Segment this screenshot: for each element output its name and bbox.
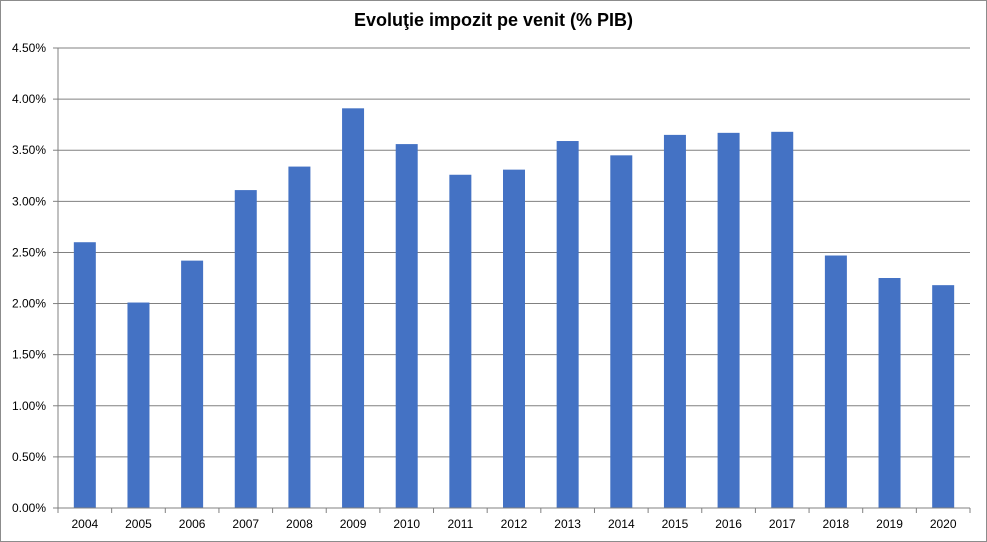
x-tick-label: 2020	[930, 517, 957, 531]
x-tick-label: 2004	[71, 517, 98, 531]
x-tick-label: 2013	[554, 517, 581, 531]
y-tick-label: 0.00%	[12, 501, 46, 515]
y-tick-label: 3.50%	[12, 143, 46, 157]
bar-2013	[556, 141, 579, 508]
axes	[53, 47, 971, 513]
bar-2020	[932, 285, 955, 508]
bar-2017	[771, 131, 794, 509]
y-tick-label: 1.00%	[12, 399, 46, 413]
bar-2006	[181, 260, 204, 508]
y-tick-label: 2.50%	[12, 245, 46, 259]
y-tick-label: 0.50%	[12, 450, 46, 464]
bar-2008	[288, 166, 311, 509]
bar-2005	[127, 302, 150, 508]
x-tick-label: 2011	[447, 517, 473, 531]
y-tick-label: 4.50%	[12, 41, 46, 55]
bar-2019	[878, 278, 901, 508]
x-tick-label: 2018	[823, 517, 850, 531]
x-tick-label: 2006	[179, 517, 206, 531]
y-tick-label: 1.50%	[12, 348, 46, 362]
chart-title: Evoluţie impozit pe venit (% PIB)	[353, 10, 634, 30]
bar-2007	[234, 190, 257, 509]
x-axis-tick-labels: 2004 2005 2006 2007 2008 2009 2010 2011 2012 2013…	[71, 517, 956, 531]
x-tick-label: 2009	[340, 517, 367, 531]
bar-2010	[395, 144, 418, 509]
bar-2014	[610, 155, 633, 509]
bar-2004	[73, 242, 96, 508]
y-tick-label: 3.00%	[12, 194, 46, 208]
x-tick-label: 2008	[286, 517, 313, 531]
y-axis-tick-labels: 0.00% 0.50% 1.00% 1.50% 2.00% 2.50% 3.00% 3.50%…	[12, 41, 46, 515]
x-tick-label: 2016	[715, 517, 742, 531]
x-tick-label: 2007	[232, 517, 259, 531]
x-tick-label: 2014	[608, 517, 635, 531]
x-tick-label: 2010	[393, 517, 420, 531]
y-tick-label: 4.00%	[12, 92, 46, 106]
x-tick-label: 2012	[501, 517, 528, 531]
bar-2015	[663, 134, 686, 508]
bar-2018	[824, 255, 847, 508]
x-tick-label: 2005	[125, 517, 152, 531]
x-tick-label: 2017	[769, 517, 796, 531]
bar-2012	[503, 169, 525, 508]
bar-2011	[449, 174, 472, 508]
x-tick-label: 2015	[662, 517, 689, 531]
bar-2009	[342, 108, 365, 509]
bar-2016	[717, 132, 740, 508]
bars	[73, 108, 955, 509]
x-tick-label: 2019	[876, 517, 903, 531]
y-tick-label: 2.00%	[12, 297, 46, 311]
